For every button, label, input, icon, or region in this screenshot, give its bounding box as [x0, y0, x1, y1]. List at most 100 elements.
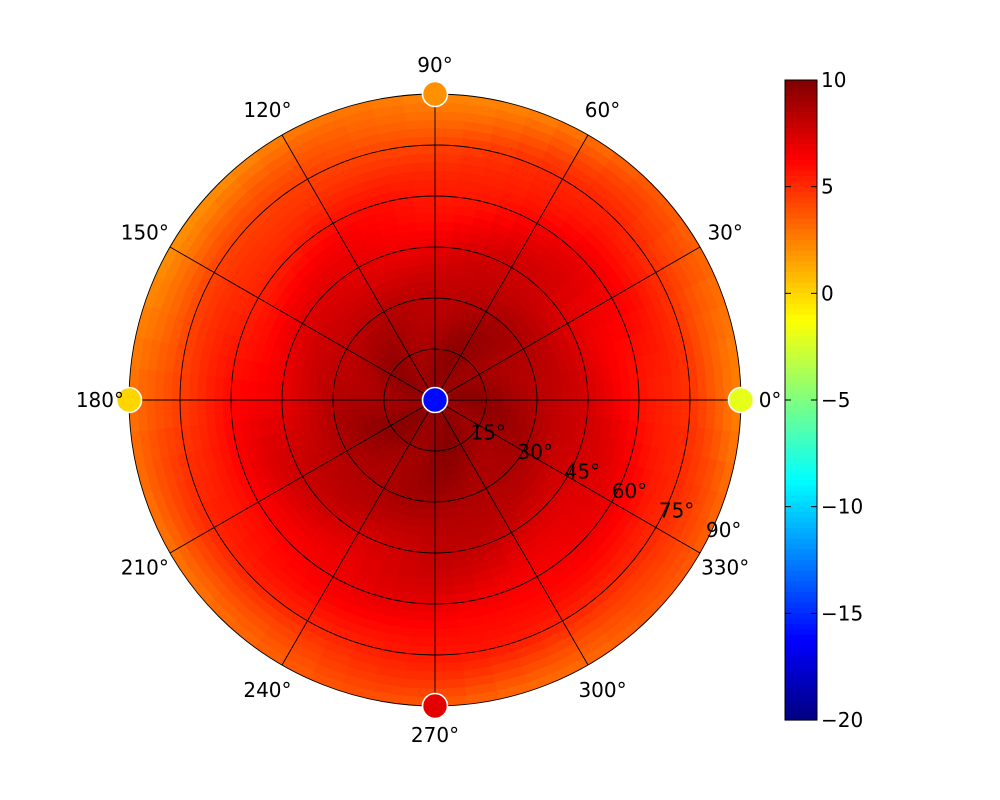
heat-cell — [184, 263, 207, 296]
colorbar-segment — [785, 405, 817, 412]
heat-cell — [326, 491, 346, 510]
heat-cell — [485, 228, 509, 245]
heat-cell — [229, 400, 241, 424]
heat-cell — [227, 544, 254, 574]
heat-cell — [448, 408, 459, 416]
heat-cell — [528, 597, 557, 619]
heat-cell — [612, 398, 624, 420]
heat-cell — [417, 422, 425, 433]
heat-cell — [240, 608, 273, 637]
heat-cell — [620, 438, 637, 464]
heat-cell — [626, 175, 658, 207]
heat-cell — [339, 523, 360, 542]
heat-cell — [215, 468, 235, 497]
heat-cell — [168, 254, 193, 289]
heat-cell — [470, 277, 488, 292]
heat-cell — [433, 296, 446, 308]
heat-cell — [432, 143, 462, 155]
heat-cell — [220, 549, 248, 580]
heat-cell — [653, 445, 670, 474]
heat-cell — [536, 398, 547, 412]
heat-cell — [493, 204, 519, 222]
heat-cell — [604, 477, 624, 503]
heat-cell — [322, 236, 346, 257]
heat-cell — [411, 194, 435, 206]
colorbar-segment — [785, 501, 817, 508]
heat-cell — [541, 570, 568, 593]
heat-cell — [277, 314, 296, 336]
heat-cell — [374, 387, 386, 396]
heat-cell — [573, 508, 596, 532]
heat-cell — [264, 493, 285, 518]
angular-tick-label: 90° — [417, 53, 452, 77]
heat-cell — [300, 309, 319, 330]
heat-cell — [447, 409, 457, 418]
heat-cell — [200, 500, 223, 531]
heat-cell — [261, 192, 291, 219]
heat-cell — [414, 220, 435, 232]
heat-cell — [494, 392, 505, 400]
heat-cell — [374, 674, 409, 690]
heat-cell — [345, 666, 380, 685]
heat-cell — [441, 322, 452, 334]
heat-cell — [376, 569, 400, 585]
heat-cell — [321, 140, 354, 161]
heat-cell — [287, 337, 303, 357]
heat-cell — [416, 237, 435, 249]
heat-cell — [435, 484, 446, 495]
colorbar-segment — [785, 416, 817, 422]
angular-tick-label: 240° — [243, 678, 291, 702]
heat-cell — [441, 414, 449, 425]
heat-cell — [429, 442, 436, 453]
heat-cell — [581, 328, 598, 351]
heat-cell — [435, 577, 457, 589]
heat-cell — [467, 386, 478, 393]
heat-cell — [307, 508, 329, 529]
heat-cell — [485, 393, 496, 400]
heat-cell — [315, 598, 344, 620]
heat-cell — [458, 407, 469, 415]
heat-cell — [418, 254, 435, 265]
heat-cell — [417, 245, 435, 257]
heat-cell — [434, 313, 445, 324]
heat-cell — [440, 330, 450, 342]
heat-cell — [170, 400, 182, 431]
heat-cell — [457, 410, 468, 418]
colorbar-segment — [785, 245, 817, 252]
heat-cell — [302, 207, 329, 230]
heat-cell — [238, 379, 250, 403]
heat-cell — [482, 157, 512, 174]
heat-cell — [338, 180, 367, 200]
heat-cell — [459, 388, 470, 395]
heat-cell — [530, 443, 546, 461]
heat-cell — [324, 339, 340, 357]
heat-cell — [538, 246, 562, 268]
heat-cell — [343, 235, 366, 254]
heat-cell — [445, 280, 461, 292]
heat-cell — [357, 400, 368, 409]
heat-cell — [539, 206, 566, 229]
heat-cell — [555, 493, 575, 515]
heat-cell — [279, 606, 310, 631]
heat-cell — [435, 518, 450, 529]
heat-cell — [649, 567, 679, 600]
heat-cell — [447, 381, 457, 391]
heat-cell — [184, 194, 214, 228]
heat-cell — [612, 314, 631, 340]
heat-cell — [313, 502, 334, 523]
heat-cell — [496, 195, 522, 214]
heat-cell — [579, 487, 600, 511]
heat-cell — [154, 521, 179, 557]
heat-cell — [716, 301, 736, 339]
marker-point — [421, 386, 449, 414]
heat-cell — [477, 182, 504, 198]
heat-cell — [578, 398, 590, 417]
heat-cell — [511, 399, 522, 410]
heat-cell — [606, 504, 629, 531]
heat-cell — [435, 442, 442, 453]
heat-cell — [414, 305, 427, 318]
heat-cell — [270, 469, 289, 492]
heat-cell — [688, 397, 700, 428]
heat-cell — [495, 250, 517, 268]
heat-cell — [440, 424, 447, 435]
